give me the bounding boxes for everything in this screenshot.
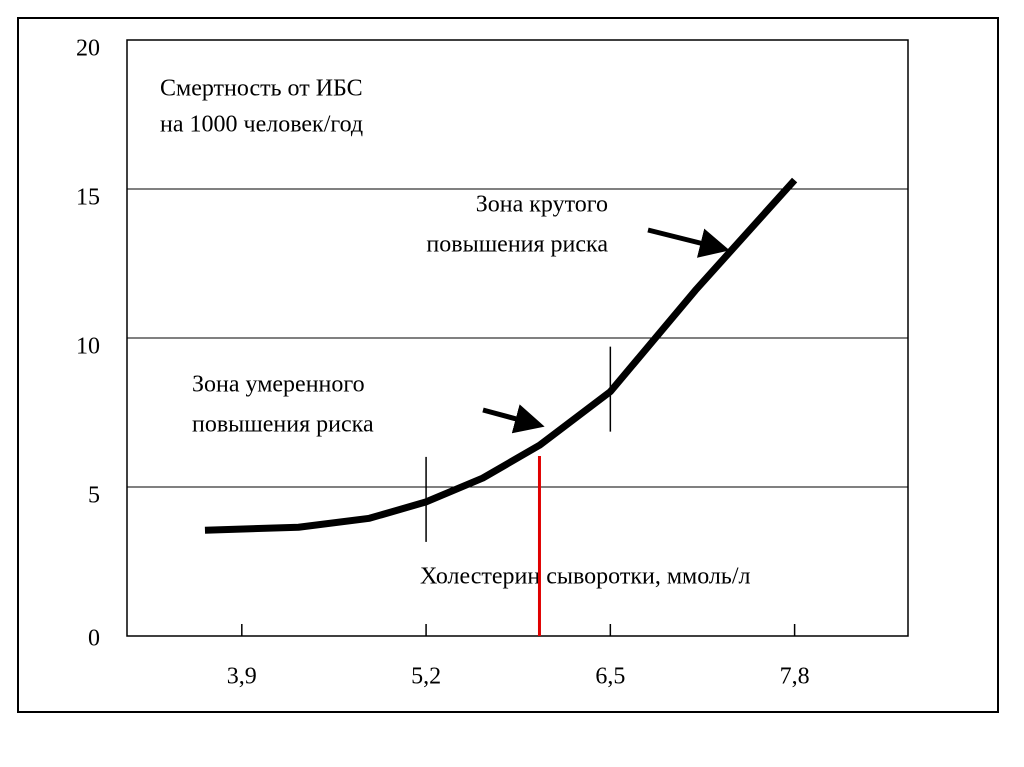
x-tick-label: 6,5 (595, 664, 625, 690)
arrow (482, 404, 545, 434)
y-axis-label: на 1000 человек/год (160, 112, 363, 138)
arrow (647, 227, 730, 258)
y-tick-label: 10 (76, 334, 100, 360)
y-tick-label: 15 (76, 185, 100, 211)
annotation: Зона крутого (476, 192, 608, 218)
annotation: повышения риска (192, 412, 374, 438)
x-tick-label: 7,8 (780, 664, 810, 690)
y-tick-label: 0 (88, 626, 100, 652)
annotation: повышения риска (426, 232, 608, 258)
annotation: Зона умеренного (192, 372, 365, 398)
x-axis-label: Холестерин сыворотки, ммоль/л (420, 564, 750, 590)
frame (17, 17, 999, 713)
y-tick-label: 20 (76, 36, 100, 62)
x-tick-label: 3,9 (227, 664, 257, 690)
y-axis-label: Смертность от ИБС (160, 76, 363, 102)
y-tick-label: 5 (88, 483, 100, 509)
data-line (204, 177, 798, 534)
x-tick-label: 5,2 (411, 664, 441, 690)
